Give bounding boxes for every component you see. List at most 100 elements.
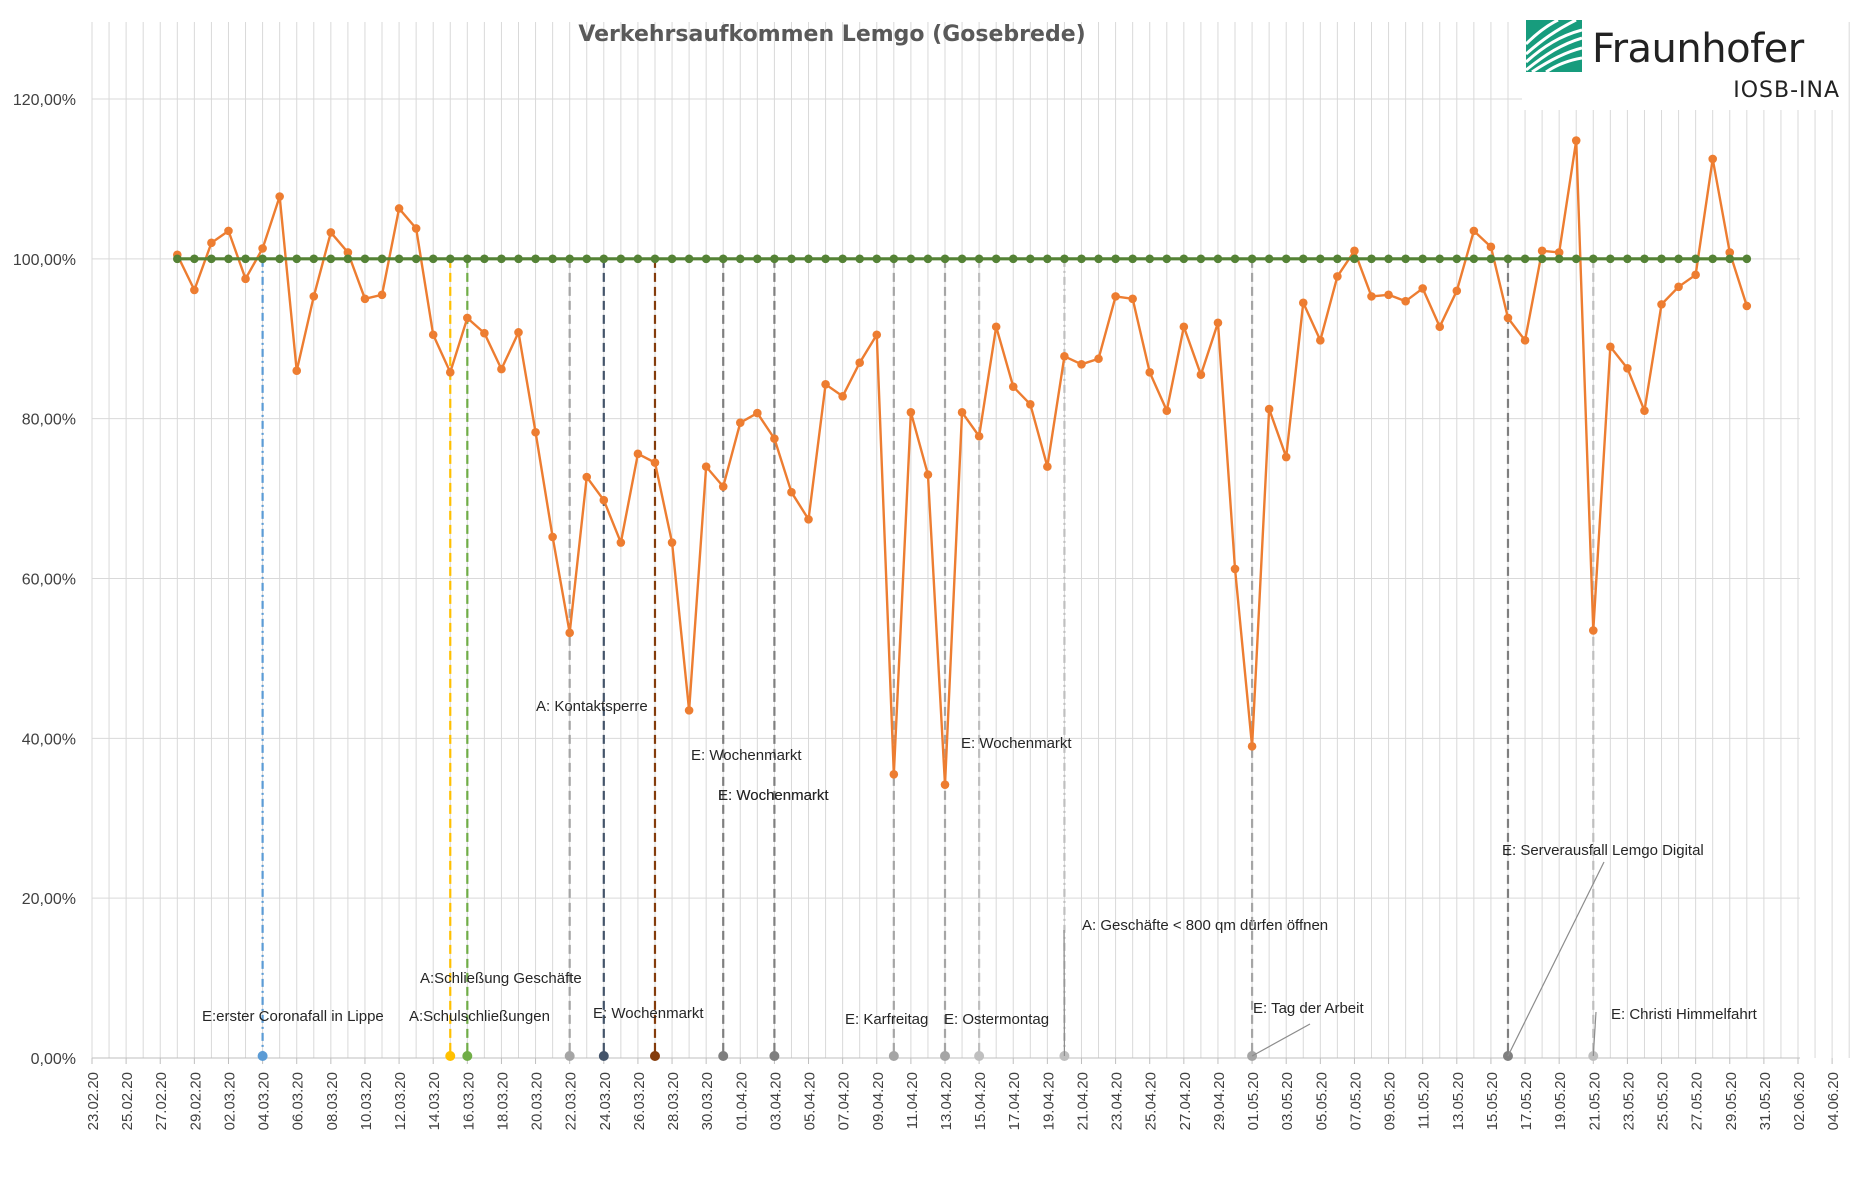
data-point [582, 254, 592, 264]
y-axis-ticks: 0,00% 20,00% 40,00% 60,00% 80,00% 100,00% 120,… [13, 92, 76, 1068]
data-point [1384, 290, 1393, 300]
data-point [1111, 254, 1120, 264]
data-point [974, 431, 984, 441]
data-point [1008, 254, 1018, 264]
data-point [1725, 254, 1735, 264]
data-point [1554, 248, 1564, 257]
data-point [1213, 254, 1223, 264]
data-point [1640, 254, 1649, 264]
data-point [1264, 404, 1274, 414]
data-point [326, 254, 336, 264]
x-tick-label: 02.06.20 [1791, 1072, 1808, 1130]
annotation-label: A:Schulschließungen [409, 1008, 550, 1025]
data-point [889, 254, 899, 264]
annotation-label: E: Ostermontag [944, 1011, 1049, 1028]
y-tick-label: 100,00% [13, 252, 76, 269]
data-point [701, 254, 711, 264]
annotation-label: E: Wochenmarkt [961, 735, 1072, 752]
data-point [991, 322, 1001, 332]
data-point [1606, 342, 1615, 352]
data-point [804, 254, 813, 264]
x-tick-label: 07.05.20 [1347, 1072, 1364, 1130]
data-point [1623, 364, 1632, 373]
data-point [190, 285, 199, 295]
data-point [275, 192, 284, 201]
data-point [1657, 254, 1666, 264]
x-tick-label: 28.03.20 [665, 1072, 682, 1130]
data-point [940, 254, 950, 264]
data-point [1230, 564, 1240, 574]
x-tick-label: 15.05.20 [1484, 1072, 1501, 1130]
data-point [1162, 254, 1172, 264]
x-tick-label: 23.04.20 [1109, 1072, 1126, 1130]
x-tick-label: 16.03.20 [460, 1072, 477, 1130]
event-marker [974, 1051, 985, 1061]
data-point [923, 470, 933, 479]
data-point [1708, 154, 1717, 164]
data-point [1094, 354, 1103, 364]
data-point [1060, 254, 1069, 264]
data-point [940, 780, 950, 789]
x-tick-label: 23.02.20 [85, 1072, 102, 1130]
data-point [1435, 322, 1445, 332]
x-tick-label: 18.03.20 [494, 1072, 511, 1130]
data-point [667, 254, 677, 264]
x-tick-label: 05.05.20 [1313, 1072, 1330, 1130]
x-tick-label: 03.04.20 [767, 1072, 784, 1130]
data-point [1435, 254, 1445, 264]
data-point [1043, 254, 1052, 264]
data-point [190, 254, 199, 264]
x-tick-label: 11.05.20 [1416, 1072, 1433, 1129]
data-point [1111, 292, 1120, 301]
x-tick-label: 25.05.20 [1655, 1072, 1672, 1130]
data-point [787, 254, 796, 264]
data-point [684, 706, 694, 715]
x-tick-label: 23.05.20 [1620, 1072, 1637, 1130]
event-marker [940, 1051, 950, 1061]
data-point [1145, 254, 1155, 264]
data-point [1503, 313, 1513, 323]
data-point [1486, 242, 1496, 252]
x-tick-label: 10.03.20 [358, 1072, 375, 1130]
data-point [1742, 301, 1752, 311]
annotation-label: E: Karfreitag [845, 1011, 928, 1028]
x-tick-label: 22.03.20 [563, 1072, 580, 1130]
data-point [292, 254, 302, 264]
data-point [292, 366, 302, 376]
data-point [1691, 270, 1700, 280]
data-point [1571, 136, 1581, 145]
data-point [241, 254, 250, 264]
data-point [1520, 254, 1530, 264]
data-point [1145, 368, 1155, 377]
data-point [1401, 254, 1410, 264]
data-point [838, 391, 847, 401]
x-tick-label: 11.04.20 [904, 1072, 921, 1129]
y-tick-label: 80,00% [22, 412, 76, 429]
x-tick-label: 14.03.20 [426, 1072, 443, 1130]
fraunhofer-logo-icon [1526, 20, 1582, 72]
data-point [718, 254, 728, 264]
data-point [1418, 254, 1427, 264]
data-point [974, 254, 984, 264]
data-point [1606, 254, 1615, 264]
x-tick-label: 08.03.20 [324, 1072, 341, 1130]
data-point [582, 472, 592, 482]
data-point [1026, 399, 1035, 409]
event-marker [888, 1051, 899, 1061]
data-point [565, 628, 574, 638]
data-point [1640, 406, 1649, 415]
data-point [1384, 254, 1393, 264]
event-marker [257, 1051, 268, 1061]
data-point [1708, 254, 1717, 264]
annotation-label: E: Wochenmarkt [718, 787, 829, 804]
x-tick-label: 27.04.20 [1177, 1072, 1194, 1130]
series-group [173, 136, 1752, 789]
event-marker [598, 1051, 609, 1061]
data-point [1077, 360, 1086, 369]
data-point [275, 254, 284, 264]
data-point [1401, 296, 1410, 306]
vertical-gridlines [91, 22, 1850, 1058]
x-tick-label: 21.04.20 [1074, 1072, 1091, 1130]
data-point [718, 482, 728, 491]
